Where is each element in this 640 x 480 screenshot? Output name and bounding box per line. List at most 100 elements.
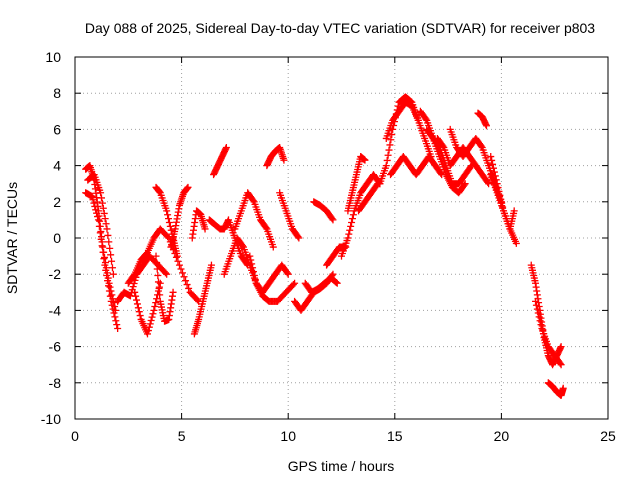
data-point [129,283,137,291]
data-point [537,321,545,329]
data-point [284,270,292,278]
series-arc-35 [487,171,518,233]
y-tick-label: -6 [49,339,62,355]
data-point [133,296,141,304]
series-arc-11 [188,207,209,242]
data-point [109,295,117,303]
series-arc-21 [310,198,337,224]
data-point [490,168,498,176]
data-point [173,252,181,260]
data-point [461,180,469,188]
data-point [183,281,191,289]
chart-title: Day 088 of 2025, Sidereal Day-to-day VTE… [85,20,595,36]
data-point [103,269,111,277]
data-point [437,169,445,177]
data-point [101,215,109,223]
data-point [143,330,151,338]
data-point [100,209,108,217]
data-point [134,304,142,312]
data-point [99,204,107,212]
series-arc-17 [263,144,288,170]
data-point [102,220,110,228]
data-point [97,189,105,197]
data-point [488,156,496,164]
data-point [250,271,258,279]
data-point [144,327,152,335]
data-point [535,313,543,321]
data-point [161,269,169,277]
data-point [108,291,116,299]
data-point [102,264,110,272]
y-tick-label: -8 [49,375,62,391]
data-point [153,265,161,273]
data-point [165,215,173,223]
y-tick-label: 2 [53,194,61,210]
data-point [239,242,247,250]
data-point [556,359,564,367]
data-point [532,297,540,305]
data-point [99,243,107,251]
data-point [382,162,390,170]
series-arc-33 [474,109,490,130]
data-point [150,306,158,314]
data-point [152,252,160,260]
data-point [111,313,119,321]
data-point [347,222,355,230]
data-point [249,268,257,276]
data-point [177,265,185,273]
data-point [182,277,190,285]
data-point [135,308,143,316]
data-point [387,136,395,144]
data-point [112,317,120,325]
data-point [344,234,352,242]
data-point [104,231,112,239]
data-point [153,259,161,267]
data-point [489,164,497,172]
data-point [533,305,541,313]
data-point [384,151,392,159]
data-point [104,274,112,282]
data-point [106,283,114,291]
data-point [222,144,230,151]
data-point [184,183,192,191]
data-point [246,252,254,260]
data-point [536,317,544,325]
x-tick-label: 20 [494,428,510,444]
series-arc-20 [301,274,341,296]
data-point [114,325,122,332]
data-point [332,278,340,286]
data-point [388,131,396,139]
data-point [107,251,115,259]
data-point [165,218,173,226]
series-arc-02 [82,162,120,314]
series-arc-27 [382,98,435,161]
x-axis-label: GPS time / hours [288,458,395,474]
data-point [151,303,159,311]
series-arc-28 [387,153,446,179]
data-point [295,234,303,242]
series-arc-24 [344,153,369,215]
data-point [155,284,163,292]
data-point [90,199,98,207]
data-point [149,310,157,318]
data-point [108,264,116,272]
data-point [491,172,499,180]
data-point [89,196,97,204]
data-point [166,222,174,230]
data-point [97,194,105,202]
data-point [154,271,162,279]
axis-ticks: 0 5 10 15 20 25 -10 -8 -6 -4 -2 0 2 4 6 8 10 [41,49,616,444]
y-tick-label: -2 [49,266,62,282]
data-point [147,316,155,324]
data-point [559,384,567,392]
data-point [207,261,215,269]
data-point [291,279,299,287]
data-point [152,299,160,307]
data-point [249,197,257,205]
data-point [385,146,393,154]
data-point [289,281,297,289]
data-point [111,303,119,311]
data-point [283,269,291,277]
data-point [512,239,520,247]
data-point [164,211,172,219]
